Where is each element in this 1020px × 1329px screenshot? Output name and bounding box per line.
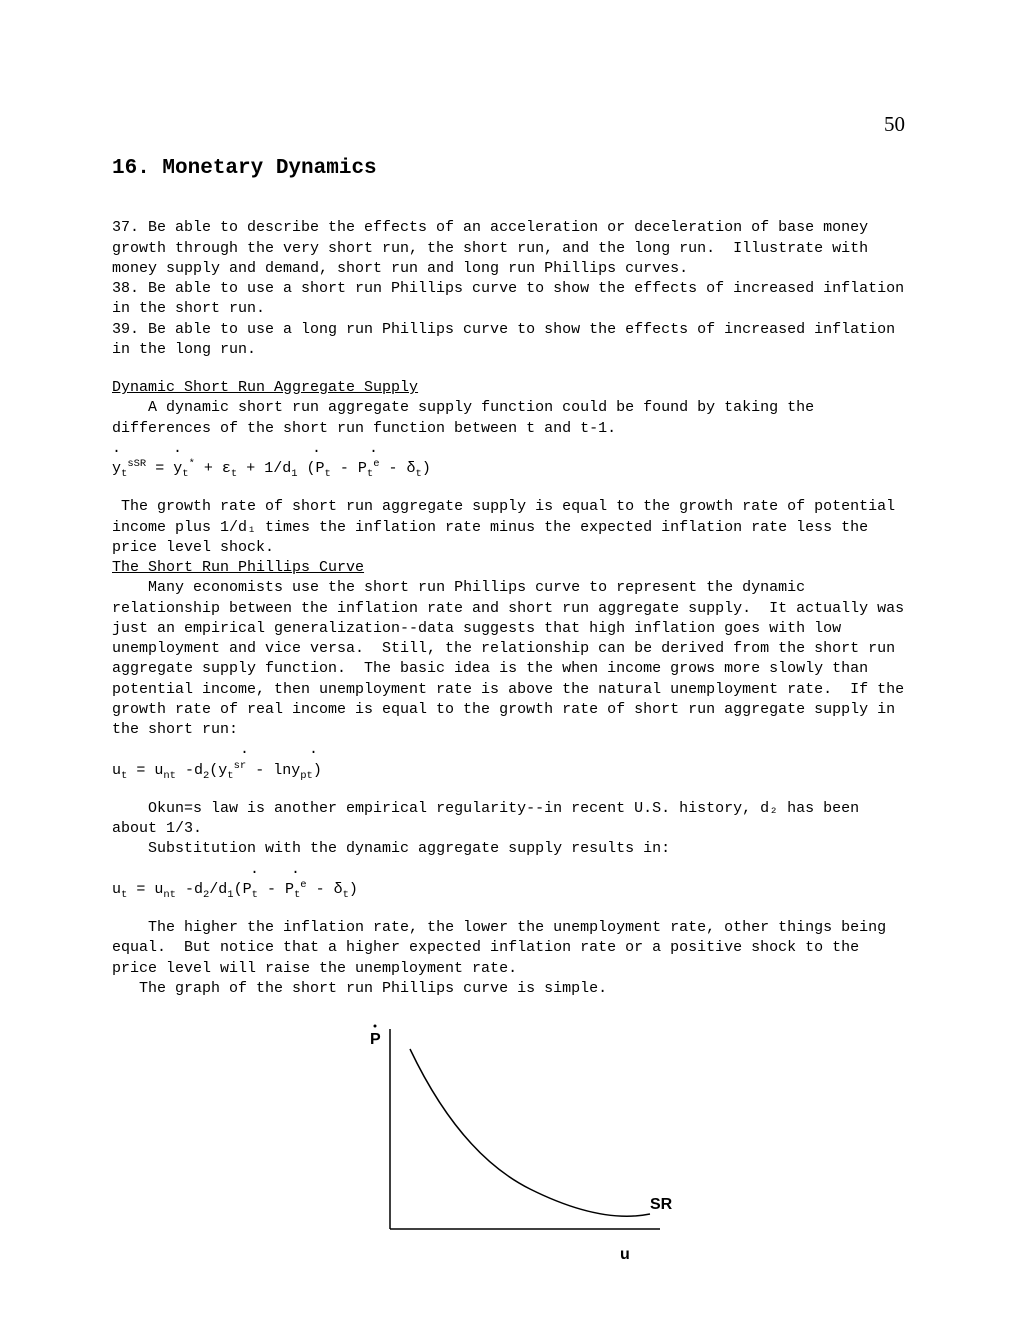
equation-2: ut = unt -d2(ytsr - lnypt) [112, 761, 908, 781]
dsras-intro: A dynamic short run aggregate supply fun… [112, 398, 908, 439]
heading-srpc: The Short Run Phillips Curve [112, 559, 364, 576]
equation-3: ut = unt -d2/d1(Pt - Pte - δt) [112, 880, 908, 900]
sr-curve [410, 1049, 650, 1216]
higher-para: The higher the inflation rate, the lower… [112, 918, 908, 979]
item-39: 39. Be able to use a long run Phillips c… [112, 320, 908, 361]
heading-dsras: Dynamic Short Run Aggregate Supply [112, 379, 418, 396]
dot-row-1: .... [112, 439, 908, 459]
item-37: 37. Be able to describe the effects of a… [112, 218, 908, 279]
okun-para: Okun=s law is another empirical regulari… [112, 799, 908, 840]
srpc-para: Many economists use the short run Philli… [112, 578, 908, 740]
dot-row-2: .. [112, 740, 908, 760]
dot-row-3: .. [112, 860, 908, 880]
item-38: 38. Be able to use a short run Phillips … [112, 279, 908, 320]
subst-para: Substitution with the dynamic aggregate … [112, 839, 908, 859]
x-axis-label: u [620, 1246, 630, 1263]
y-axis-label: P [370, 1031, 381, 1048]
phillips-curve-graph: P u SR [112, 1009, 908, 1269]
page-number: 50 [884, 110, 905, 138]
curve-label: SR [650, 1196, 673, 1213]
p-dot-icon [374, 1025, 377, 1028]
growth-para: The growth rate of short run aggregate s… [112, 497, 908, 558]
equation-1: ytsSR = yt* + εt + 1/d1 (Pt - Pte - δt) [112, 459, 908, 479]
graph-intro: The graph of the short run Phillips curv… [112, 979, 908, 999]
page-title: 16. Monetary Dynamics [112, 155, 908, 183]
